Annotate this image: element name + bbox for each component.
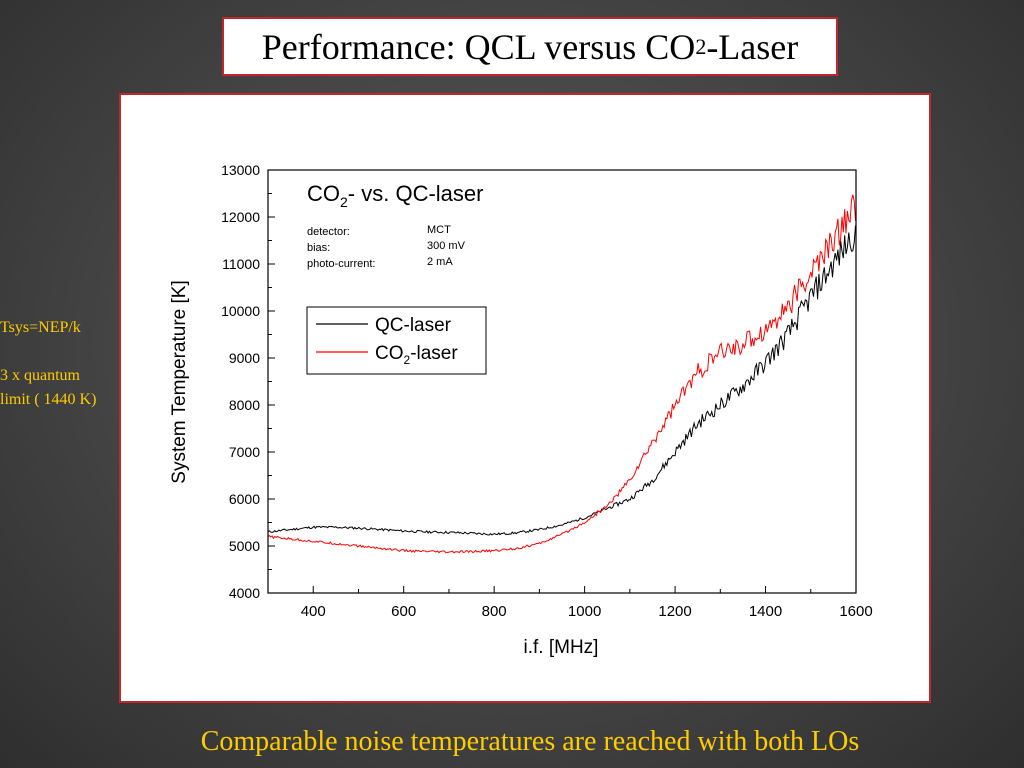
y-tick-label: 12000 [221, 209, 260, 225]
note-quantum: 3 x quantum [0, 367, 80, 384]
x-tick-label: 800 [482, 603, 507, 620]
chart-title: CO2- vs. QC-laser [307, 181, 483, 210]
legend: QC-laser CO2-laser [306, 306, 487, 375]
y-tick-label: 5000 [229, 538, 260, 554]
plot-area [267, 169, 857, 594]
x-tick-label: 1000 [568, 603, 601, 620]
tick-labels: 400 600 800 1000 1200 1400 1600 4000 5000 6000 700… [221, 162, 873, 620]
chart-frame: 400 600 800 1000 1200 1400 1600 4000 5000 6000 700… [119, 93, 931, 703]
y-tick-label: 8000 [229, 397, 260, 413]
slide-caption: Comparable noise temperatures are reache… [200, 726, 860, 757]
y-axis-label: System Temperature [K] [169, 280, 190, 483]
x-axis-label: i.f. [MHz] [524, 637, 599, 658]
y-tick-label: 10000 [221, 303, 260, 319]
x-tick-label: 1600 [839, 603, 872, 620]
series-lines [267, 194, 856, 554]
y-tick-label: 7000 [229, 444, 260, 460]
y-tick-label: 11000 [222, 256, 260, 272]
series-line-qc-laser [267, 225, 856, 536]
y-tick-label: 6000 [229, 491, 260, 507]
note-limit: limit ( 1440 K) [0, 391, 97, 408]
y-tick-label: 4000 [229, 585, 260, 601]
legend-label-qc: QC-laser [375, 315, 452, 336]
note-tsys: Tsys=NEP/k [0, 319, 81, 336]
axis-ticks [267, 169, 857, 594]
system-temperature-chart: 400 600 800 1000 1200 1400 1600 4000 5000 6000 700… [169, 162, 873, 658]
param-label-photocurrent: photo-current: [307, 258, 375, 270]
series-line-co2-laser [267, 194, 856, 554]
x-tick-label: 600 [391, 603, 416, 620]
param-value-detector: MCT [427, 224, 451, 236]
side-note: Tsys=NEP/k 3 x quantum limit ( 1440 K) [0, 316, 124, 412]
param-value-photocurrent: 2 mA [427, 256, 453, 268]
legend-label-co2: CO2-laser [375, 343, 458, 367]
params-block: detector: MCT bias: 300 mV photo-current… [307, 224, 466, 270]
x-tick-label: 1200 [658, 603, 691, 620]
y-tick-label: 9000 [229, 350, 260, 366]
x-tick-label: 1400 [749, 603, 782, 620]
x-tick-label: 400 [301, 603, 326, 620]
legend-box [306, 306, 487, 375]
slide-title: Performance: QCL versus CO 2 -Laser [222, 17, 838, 76]
param-label-bias: bias: [307, 242, 330, 254]
y-tick-label: 13000 [221, 162, 260, 178]
param-label-detector: detector: [307, 226, 350, 238]
param-value-bias: 300 mV [427, 240, 466, 252]
